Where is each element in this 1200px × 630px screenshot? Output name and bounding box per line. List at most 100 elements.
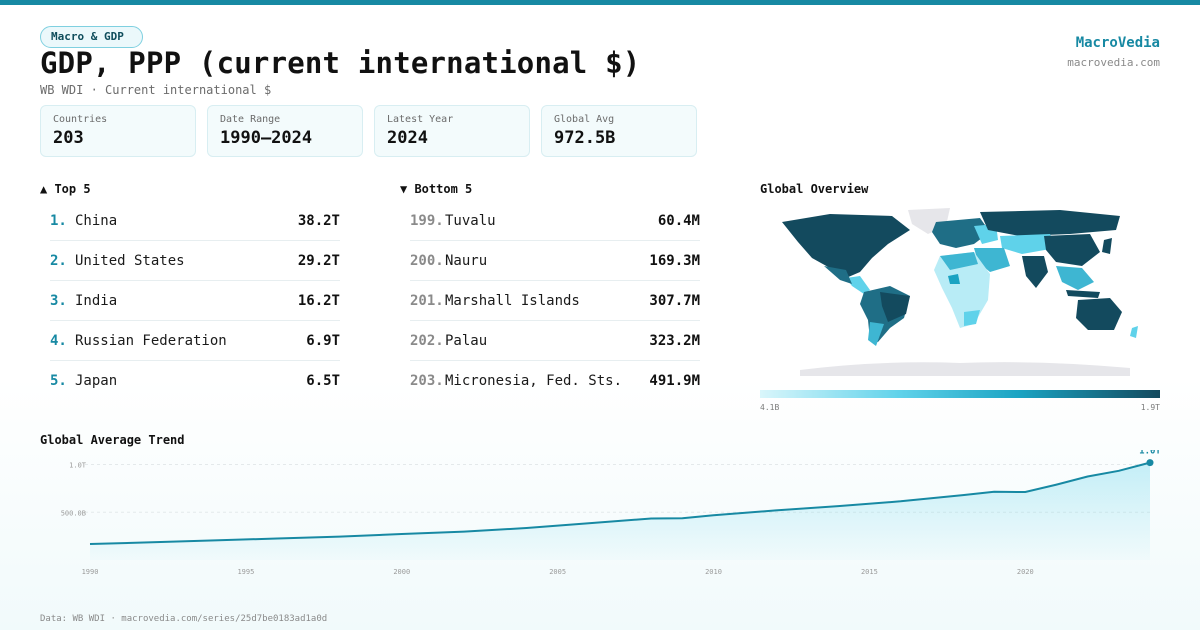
- region-south-africa: [964, 310, 980, 326]
- rank-number: 4.: [50, 332, 67, 349]
- stat-value: 1990–2024: [220, 128, 313, 148]
- stat-label: Date Range: [220, 114, 281, 125]
- page-subtitle: WB WDI · Current international $: [40, 83, 272, 97]
- country-name: China: [75, 212, 118, 229]
- stat-card-latest-year: Latest Year 2024: [374, 105, 530, 157]
- top5-row[interactable]: 1. China 38.2T: [50, 201, 340, 241]
- brand-url[interactable]: macrovedia.com: [1067, 56, 1160, 69]
- point-layer: [1146, 459, 1154, 467]
- global-average-trend-chart[interactable]: 500.0B 1.0T 1990 1995 2000 2005 2010 2015 2020 1.…: [0, 450, 1200, 580]
- last-point: [1146, 459, 1154, 467]
- trend-line: [89, 461, 1151, 545]
- y-tick-label: 500.0B: [61, 509, 86, 517]
- country-value: 6.5T: [306, 373, 340, 389]
- country-value: 323.2M: [649, 332, 700, 349]
- region-central-asia: [1000, 234, 1056, 254]
- bottom5-row[interactable]: 203. Micronesia, Fed. Sts. 491.9M: [410, 361, 700, 401]
- rank-number: 5.: [50, 373, 67, 389]
- region-southeast-asia: [1056, 266, 1094, 290]
- top5-list: 1. China 38.2T 2. United States 29.2T 3.…: [50, 201, 340, 401]
- country-value: 29.2T: [297, 252, 340, 269]
- region-north-america: [782, 214, 910, 278]
- region-north-africa: [940, 252, 978, 270]
- rank-number: 3.: [50, 292, 67, 309]
- region-mexico: [824, 266, 852, 284]
- country-name: Micronesia, Fed. Sts.: [445, 373, 623, 389]
- trend-area: [90, 462, 1150, 560]
- stat-card-date-range: Date Range 1990–2024: [207, 105, 363, 157]
- region-india: [1022, 256, 1048, 288]
- top5-row[interactable]: 4. Russian Federation 6.9T: [50, 321, 340, 361]
- country-value: 307.7M: [649, 292, 700, 309]
- top-accent-bar: [0, 0, 1200, 5]
- last-value-label: 1.0T: [1139, 450, 1161, 457]
- country-value: 60.4M: [657, 212, 700, 229]
- legend-min-label: 4.1B: [760, 403, 780, 412]
- world-choropleth-map[interactable]: [760, 200, 1160, 382]
- legend-max-label: 1.9T: [1140, 403, 1160, 412]
- country-value: 491.9M: [649, 373, 700, 389]
- region-russia: [980, 210, 1120, 236]
- region-argentina: [868, 322, 884, 346]
- world-map-svg: [782, 208, 1138, 376]
- stat-label: Latest Year: [387, 114, 454, 125]
- top5-heading: ▲ Top 5: [40, 182, 91, 196]
- x-tick-label: 1990: [82, 568, 99, 576]
- footer-source: Data: WB WDI · macrovedia.com/series/25d…: [40, 614, 328, 624]
- country-name: United States: [75, 252, 185, 269]
- rank-number: 202.: [410, 332, 444, 349]
- region-central-america: [846, 276, 870, 294]
- bottom5-list: 199. Tuvalu 60.4M 200. Nauru 169.3M 201.…: [410, 201, 700, 401]
- country-name: Japan: [75, 373, 118, 389]
- bottom5-row[interactable]: 199. Tuvalu 60.4M: [410, 201, 700, 241]
- rank-number: 2.: [50, 252, 67, 269]
- label-layer: 500.0B 1.0T 1990 1995 2000 2005 2010 2015 2020 1.…: [61, 450, 1162, 576]
- bottom5-row[interactable]: 200. Nauru 169.3M: [410, 241, 700, 281]
- x-tick-label: 2010: [705, 568, 722, 576]
- country-name: India: [75, 292, 118, 309]
- stat-value: 203: [53, 128, 84, 148]
- x-tick-label: 1995: [237, 568, 254, 576]
- country-value: 16.2T: [297, 292, 340, 309]
- bottom5-row[interactable]: 202. Palau 323.2M: [410, 321, 700, 361]
- stat-card-global-avg: Global Avg 972.5B: [541, 105, 697, 157]
- x-tick-label: 2020: [1017, 568, 1034, 576]
- country-value: 169.3M: [649, 252, 700, 269]
- region-antarctica: [800, 362, 1130, 376]
- bottom5-row[interactable]: 201. Marshall Islands 307.7M: [410, 281, 700, 321]
- category-badge[interactable]: Macro & GDP: [40, 26, 143, 48]
- top5-row[interactable]: 5. Japan 6.5T: [50, 361, 340, 401]
- x-tick-label: 2005: [549, 568, 566, 576]
- country-value: 6.9T: [306, 332, 340, 349]
- bottom5-heading: ▼ Bottom 5: [400, 182, 473, 196]
- stat-label: Countries: [53, 114, 108, 125]
- y-tick-label: 1.0T: [69, 462, 87, 470]
- country-value: 38.2T: [297, 212, 340, 229]
- stat-value: 2024: [387, 128, 428, 148]
- rank-number: 200.: [410, 252, 444, 269]
- region-europe: [932, 218, 990, 248]
- region-africa: [934, 252, 990, 328]
- x-tick-label: 2015: [861, 568, 878, 576]
- region-australia: [1076, 298, 1122, 330]
- top5-row[interactable]: 2. United States 29.2T: [50, 241, 340, 281]
- region-nigeria: [948, 274, 960, 284]
- rank-number: 203.: [410, 373, 444, 389]
- brand-name[interactable]: MacroVedia: [1075, 35, 1160, 51]
- rank-number: 201.: [410, 292, 444, 309]
- region-china: [1044, 234, 1100, 266]
- x-tick-label: 2000: [393, 568, 410, 576]
- region-japan: [1102, 238, 1112, 254]
- map-heading: Global Overview: [760, 182, 869, 196]
- region-brazil: [880, 292, 910, 322]
- trend-heading: Global Average Trend: [40, 433, 185, 447]
- country-name: Tuvalu: [445, 212, 496, 229]
- top5-row[interactable]: 3. India 16.2T: [50, 281, 340, 321]
- stat-card-countries: Countries 203: [40, 105, 196, 157]
- page-title: GDP, PPP (current international $): [40, 46, 641, 80]
- rank-number: 199.: [410, 212, 444, 229]
- region-indonesia: [1066, 290, 1100, 298]
- country-name: Russian Federation: [75, 332, 227, 349]
- country-name: Palau: [445, 332, 488, 349]
- rank-number: 1.: [50, 212, 67, 229]
